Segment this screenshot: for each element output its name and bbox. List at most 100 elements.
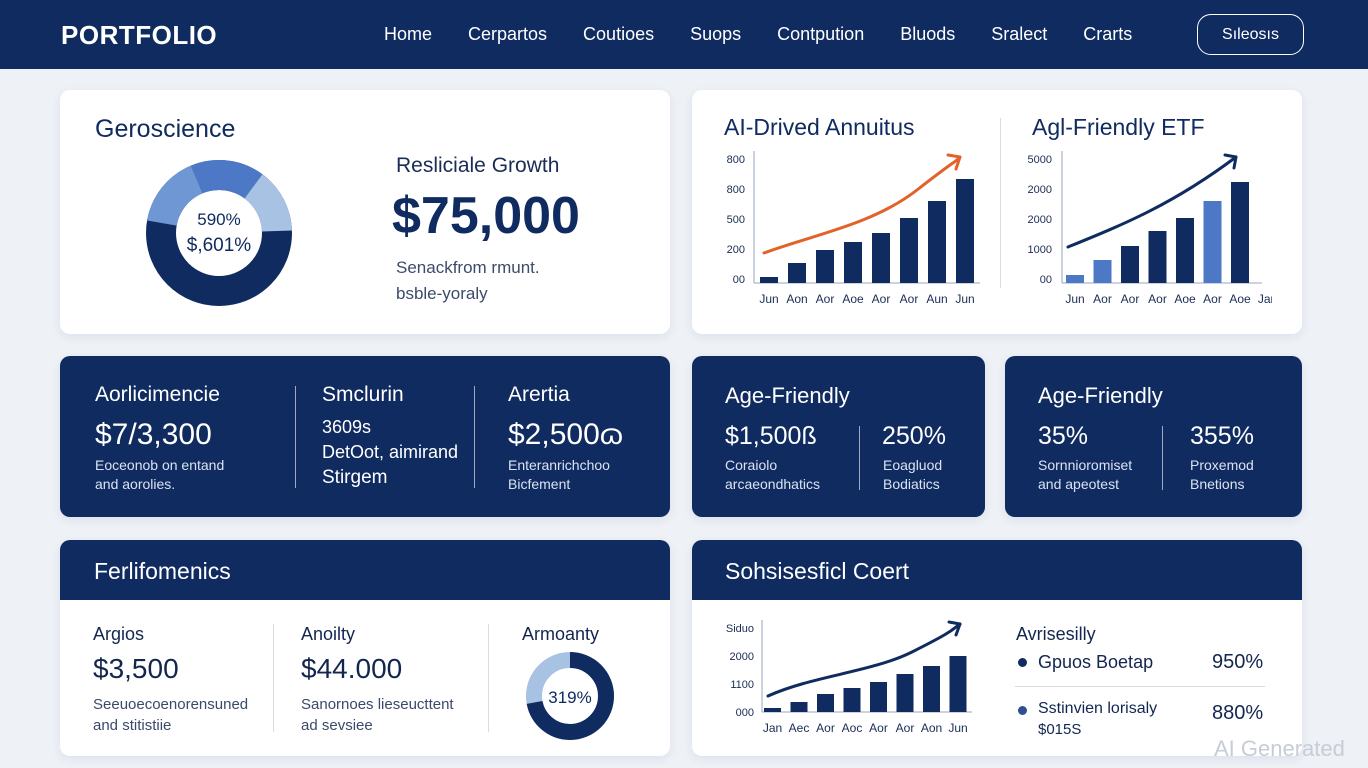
perf-donut-label: 319%	[548, 688, 591, 707]
etf-xtick: Aor	[1148, 292, 1167, 306]
etf-xtick: Jun	[1065, 292, 1084, 306]
annuities-ytick: 500	[727, 214, 745, 226]
soph-xtick: Aoc	[842, 721, 863, 735]
annuities-trend-arrow-icon	[946, 153, 962, 171]
growth-value: $75,000	[392, 187, 580, 245]
nav-item-2[interactable]: Cerpartos	[468, 24, 548, 44]
ai-generated-watermark: AI Generated	[1214, 736, 1345, 761]
etf-ytick: 5000	[1028, 154, 1052, 166]
stat1-value: $7/3,300	[95, 418, 212, 451]
annuities-chart: 800 800 500 200 00 Jun Aon Aor Aoe Aor Aor Aun Jun	[727, 151, 980, 306]
performance-header: Ferlifomenics	[94, 558, 231, 584]
soph-xtick: Aor	[869, 721, 888, 735]
growth-label: Resliciale Growth	[396, 154, 560, 177]
soph-bar	[949, 656, 967, 712]
header-action-button[interactable]: Sıleosıs	[1197, 14, 1304, 55]
annuities-xtick: Aoe	[842, 292, 864, 306]
perf1-desc-1: Seeuoecoenorensuned	[93, 696, 249, 713]
soph-bar	[896, 674, 914, 712]
nav-item-charts[interactable]: Crarts	[1083, 24, 1133, 44]
soph-list-divider	[1015, 686, 1265, 687]
annuities-ytick: 00	[733, 274, 745, 286]
etf-chart: 5000 2000 2000 1000 00 Jun Aor Aor Aor Aoe Aor Aoe J…	[1028, 151, 1272, 306]
etf-bar	[1176, 218, 1194, 283]
donut-segment-blue	[146, 160, 292, 306]
perf1-desc-2: and stitistiie	[93, 717, 172, 734]
etf-bar	[1093, 260, 1112, 283]
perf2-title: Anoilty	[301, 624, 356, 644]
nav-item-home[interactable]: Home	[384, 24, 433, 44]
stat2-line-2: 3609s	[322, 417, 372, 437]
soph-ytick: 2000	[730, 651, 754, 663]
stat1-title: Aorlicimencie	[95, 383, 220, 406]
soph-bar	[764, 708, 781, 712]
stat-divider-2	[474, 386, 475, 488]
stat3-desc-1: Enteranrichchoo	[508, 457, 610, 473]
age-friendly-1-desc-2b: Bodiatics	[883, 476, 940, 492]
age-friendly-1-title: Age-Friendly	[725, 383, 850, 408]
annuities-trend-line	[762, 155, 962, 255]
annuities-ytick: 200	[727, 244, 745, 256]
age-friendly-1-desc-1a: Coraiolo	[725, 457, 778, 473]
perf3-title: Armoanty	[522, 624, 600, 644]
age-friendly-1-value-2: 250%	[882, 422, 946, 450]
age-friendly-2-desc-2b: Bnetions	[1190, 476, 1245, 492]
performance-card: Ferlifomenics Argios $3,500 Seeuoecoenor…	[60, 540, 670, 756]
charts-card: AI-Drived Annuitus Agl-Friendly ETF 800 8…	[692, 90, 1302, 334]
annuities-bar	[844, 242, 862, 283]
nav-item-3[interactable]: Coutioes	[583, 24, 655, 44]
stat1-desc-2: and aorolies.	[95, 476, 176, 492]
nav-item-7[interactable]: Sralect	[991, 24, 1048, 44]
etf-xtick: Aoe	[1174, 292, 1196, 306]
annuities-bar	[900, 218, 918, 283]
age-friendly-card-2: Age-Friendly 35% 355% Sornnioromiset and…	[1005, 356, 1302, 517]
growth-note-2: bsble-yoraly	[396, 284, 488, 303]
etf-bar	[1203, 201, 1222, 283]
nav-item-5[interactable]: Contpution	[777, 24, 865, 44]
soph-bar	[923, 666, 940, 712]
soph-item2-sub: $015S	[1038, 721, 1082, 738]
annuities-xtick: Aun	[926, 292, 947, 306]
annuities-bar	[788, 263, 806, 283]
soph-xtick: Aec	[789, 721, 810, 735]
stat3-value: $2,500ɷ	[508, 418, 624, 451]
brand-logo[interactable]: PORTFOLIO	[61, 20, 218, 50]
soph-item1-label: Gpuos Boetap	[1038, 652, 1154, 672]
sophisticated-header: Sohsisesficl Coert	[725, 558, 910, 584]
summary-stats-card: Aorlicimencie $7/3,300 Eoceonob on entan…	[60, 356, 670, 517]
annuities-chart-title: AI-Drived Annuitus	[724, 114, 915, 140]
perf1-value: $3,500	[93, 653, 179, 684]
stat2-line-3: DetOot, aimirand	[322, 442, 459, 462]
performance-donut: 319%	[526, 652, 614, 740]
etf-ytick: 1000	[1028, 244, 1052, 256]
perf-divider-1	[273, 624, 274, 732]
soph-item1-value: 950%	[1212, 651, 1264, 673]
nav-item-6[interactable]: Bluods	[900, 24, 956, 44]
soph-item2-bullet-icon	[1018, 706, 1027, 715]
soph-ytick: Siduo	[726, 623, 754, 635]
nav-item-4[interactable]: Suops	[690, 24, 742, 44]
soph-item1-bullet-icon	[1018, 658, 1027, 667]
annuities-xtick: Aor	[872, 292, 891, 306]
etf-xtick: Aor	[1203, 292, 1222, 306]
perf1-title: Argios	[93, 624, 145, 644]
etf-bar	[1231, 182, 1249, 283]
soph-xtick: Aor	[816, 721, 835, 735]
annuities-bar	[872, 233, 890, 283]
soph-item2-label: Sstinvien lorisaly	[1038, 700, 1158, 717]
donut-label-2: $,601%	[187, 235, 252, 256]
growth-note-1: Senackfrom rmunt.	[396, 258, 540, 277]
age-friendly-1-desc-2a: Eoagluod	[883, 457, 943, 473]
etf-ytick: 2000	[1028, 184, 1052, 196]
soph-bar	[843, 688, 861, 712]
etf-trend-arrow-icon	[1223, 153, 1238, 170]
age-friendly-2-value-1: 35%	[1038, 422, 1089, 450]
top-navbar: PORTFOLIO Home Cerpartos Coutioes Suops …	[0, 0, 1368, 69]
main-nav: Home Cerpartos Coutioes Suops Contpution…	[384, 24, 1132, 45]
etf-xtick: Aor	[1093, 292, 1112, 306]
etf-xtick: Jan	[1258, 292, 1272, 306]
age-friendly-2-title: Age-Friendly	[1038, 383, 1163, 408]
age-friendly-2-desc-1a: Sornnioromiset	[1038, 457, 1133, 473]
annuities-bar	[928, 201, 946, 283]
annuities-xtick: Aor	[816, 292, 835, 306]
